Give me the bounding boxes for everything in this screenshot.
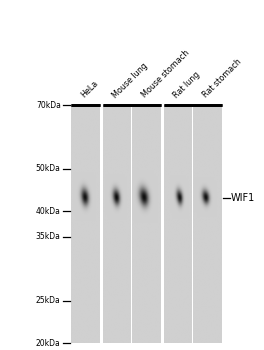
Bar (71, 105, 100, 343)
Bar (100, 105, 103, 343)
Bar (132, 105, 161, 343)
Text: 40kDa: 40kDa (36, 207, 61, 216)
Text: Mouse stomach: Mouse stomach (140, 49, 191, 100)
Text: 25kDa: 25kDa (36, 296, 61, 305)
Bar (192, 105, 193, 343)
Text: 70kDa: 70kDa (36, 100, 61, 110)
Text: 35kDa: 35kDa (36, 232, 61, 241)
Text: Rat lung: Rat lung (172, 70, 202, 100)
Bar (131, 105, 132, 343)
Bar (161, 105, 164, 343)
Text: 20kDa: 20kDa (36, 338, 61, 348)
Bar (103, 105, 131, 343)
Text: Rat stomach: Rat stomach (201, 57, 243, 100)
Text: Mouse lung: Mouse lung (111, 61, 149, 100)
Bar (193, 105, 222, 343)
Text: HeLa: HeLa (79, 79, 100, 100)
Text: 50kDa: 50kDa (36, 164, 61, 173)
Bar (164, 105, 192, 343)
Text: WIF1: WIF1 (231, 193, 255, 203)
